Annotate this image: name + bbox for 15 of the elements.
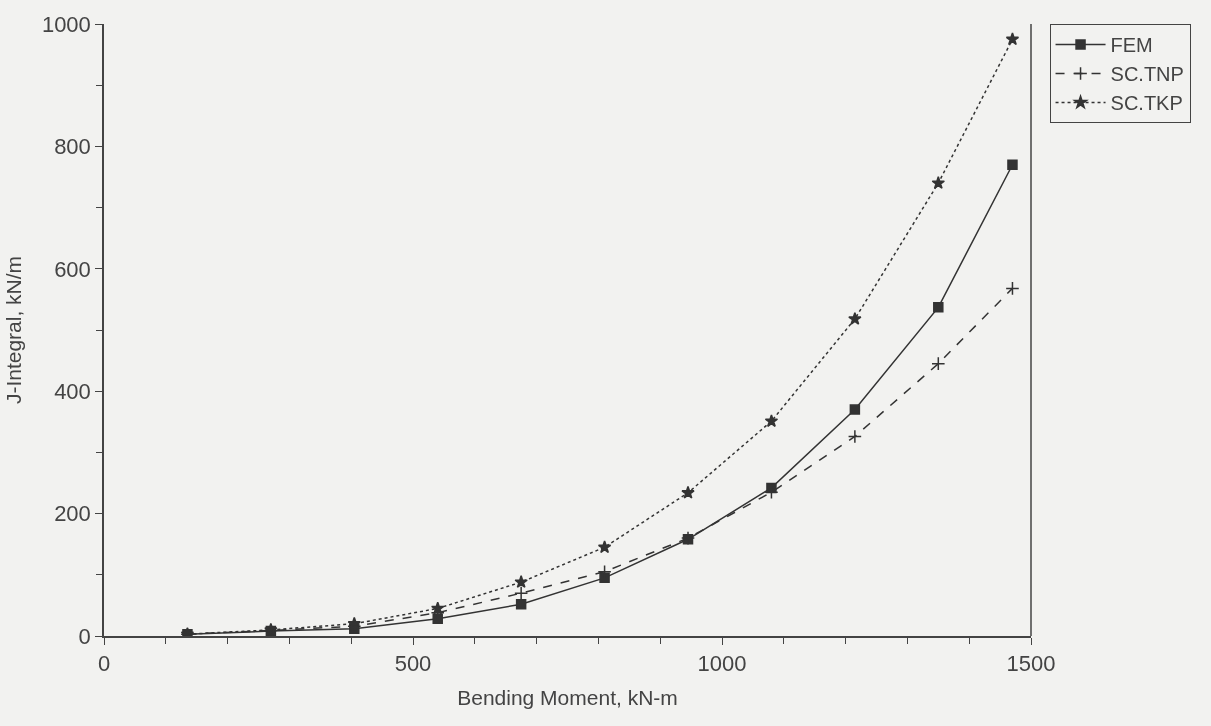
y-tick-label: 200 xyxy=(54,501,91,527)
y-tick-label: 0 xyxy=(78,623,91,649)
y-tick-label: 800 xyxy=(54,134,91,160)
x-tick-label: 0 xyxy=(97,651,111,677)
y-tick-label: 600 xyxy=(54,256,91,282)
x-tick-label: 1000 xyxy=(697,651,747,677)
legend-label: FEM xyxy=(1110,34,1153,57)
x-tick-label: 1500 xyxy=(1006,651,1056,677)
legend-label: SC.TNP xyxy=(1110,63,1184,86)
x-axis-title: Bending Moment, kN-m xyxy=(457,685,678,709)
x-tick-label: 500 xyxy=(394,651,432,677)
y-tick-label: 400 xyxy=(54,378,91,404)
y-axis-title: J-Integral, kN/m xyxy=(1,255,25,405)
y-tick-label: 1000 xyxy=(41,11,91,37)
legend-label: SC.TKP xyxy=(1110,92,1183,115)
